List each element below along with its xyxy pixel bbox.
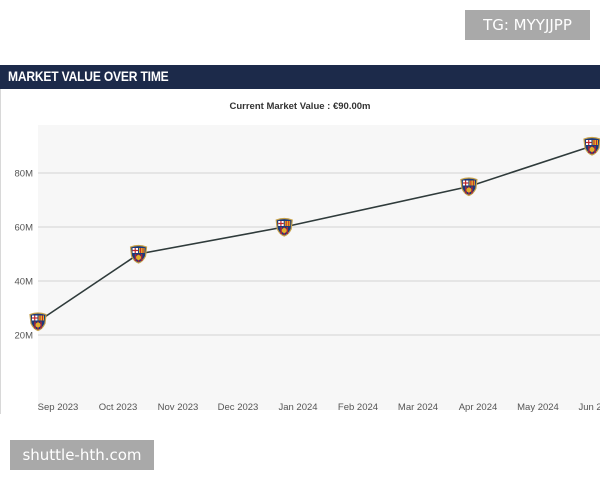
watermark-top: TG: MYYJJPP bbox=[465, 10, 590, 40]
club-crest-icon bbox=[460, 177, 478, 197]
club-crest-icon bbox=[583, 136, 600, 156]
x-tick-label: Nov 2023 bbox=[158, 402, 199, 413]
y-tick-label: 60M bbox=[15, 223, 34, 234]
x-tick-label: Jan 2024 bbox=[278, 402, 317, 413]
x-tick-label: Jun 2024 bbox=[578, 402, 600, 413]
club-crest-icon bbox=[275, 217, 293, 237]
chart-title: Current Market Value : €90.00m bbox=[229, 101, 371, 112]
page-title: MARKET VALUE OVER TIME bbox=[8, 68, 169, 84]
y-tick-label: 20M bbox=[15, 331, 34, 342]
x-tick-label: Apr 2024 bbox=[459, 402, 498, 413]
watermark-bottom: shuttle-hth.com bbox=[10, 440, 154, 470]
y-tick-label: 40M bbox=[15, 277, 34, 288]
x-tick-label: May 2024 bbox=[517, 402, 559, 413]
club-crest-icon bbox=[29, 312, 47, 332]
x-tick-label: Mar 2024 bbox=[398, 402, 438, 413]
y-tick-label: 80M bbox=[15, 169, 34, 180]
x-tick-label: Dec 2023 bbox=[218, 402, 259, 413]
club-crest-icon bbox=[129, 244, 148, 264]
x-tick-label: Oct 2023 bbox=[99, 402, 138, 413]
x-tick-label: Sep 2023 bbox=[38, 402, 79, 413]
header-bar: MARKET VALUE OVER TIME bbox=[0, 65, 600, 89]
x-tick-label: Feb 2024 bbox=[338, 402, 378, 413]
plot-area bbox=[38, 125, 600, 410]
